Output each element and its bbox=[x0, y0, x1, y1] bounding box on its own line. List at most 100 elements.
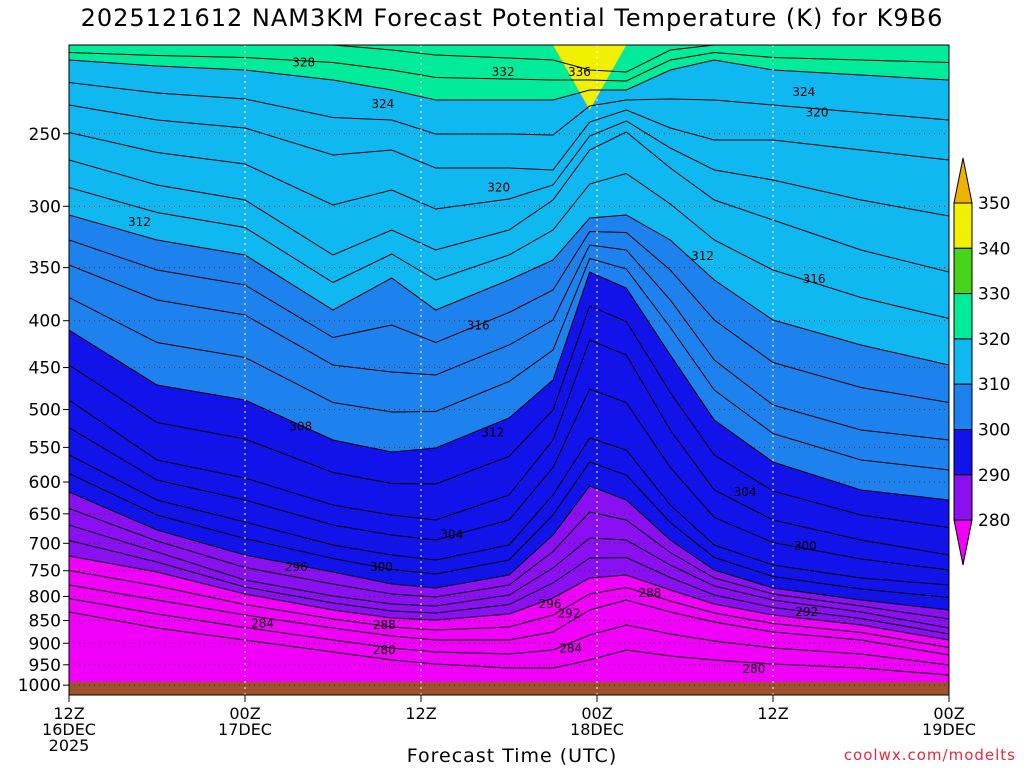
contour-label: 300 bbox=[370, 560, 393, 574]
plot-area bbox=[69, 45, 949, 695]
isentrope-line bbox=[69, 524, 949, 629]
isentrope-line bbox=[69, 271, 949, 501]
contour-label: 304 bbox=[734, 485, 757, 499]
contour-label: 324 bbox=[792, 85, 815, 99]
y-tick-label: 300 bbox=[29, 197, 61, 217]
x-tick-label: 17DEC bbox=[218, 720, 272, 739]
contour-label: 336 bbox=[568, 65, 591, 79]
x-tick-label: 16DEC bbox=[42, 720, 96, 739]
colorbar-label: 340 bbox=[978, 239, 1010, 259]
contour-label: 316 bbox=[803, 272, 826, 286]
contour-label: 292 bbox=[795, 605, 818, 619]
contour-label: 316 bbox=[467, 319, 490, 333]
x-tick-label: 12Z bbox=[53, 704, 84, 723]
contour-band bbox=[553, 45, 627, 110]
colorbar-label: 300 bbox=[978, 421, 1010, 441]
contour-label: 296 bbox=[539, 597, 562, 611]
contour-label: 320 bbox=[487, 180, 510, 194]
contour-label: 300 bbox=[794, 539, 817, 553]
isentrope-line bbox=[69, 437, 949, 586]
contour-label: 324 bbox=[371, 97, 394, 111]
colorbar-label: 350 bbox=[978, 194, 1010, 214]
contour-label: 332 bbox=[492, 65, 515, 79]
contour-label: 284 bbox=[559, 642, 582, 656]
y-tick-label: 350 bbox=[29, 259, 61, 279]
x-axis-title: Forecast Time (UTC) bbox=[406, 745, 618, 767]
y-tick-label: 1000 bbox=[18, 676, 61, 696]
isentrope-line bbox=[69, 461, 949, 598]
plot-frame bbox=[68, 44, 950, 696]
colorbar-bottom-arrow bbox=[953, 519, 973, 566]
contour-label: 304 bbox=[440, 528, 463, 542]
colorbar-segment bbox=[953, 429, 973, 476]
colorbar-top-arrow bbox=[953, 157, 973, 204]
contour-label: 320 bbox=[806, 106, 829, 120]
x-tick-label: 18DEC bbox=[570, 720, 624, 739]
contour-label: 312 bbox=[128, 215, 151, 229]
isentrope-line bbox=[69, 82, 949, 136]
contour-band bbox=[69, 45, 949, 100]
contour-label: 280 bbox=[742, 662, 765, 676]
contour-band bbox=[69, 45, 949, 72]
y-tick-label: 600 bbox=[29, 473, 61, 493]
colorbar-label: 280 bbox=[978, 511, 1010, 531]
x-tick-label: 19DEC bbox=[922, 720, 976, 739]
x-tick-label: 12Z bbox=[405, 704, 436, 723]
contour-label: 308 bbox=[289, 420, 312, 434]
contour-labels: 328 332 336 324 324 320 320 312 312 316 316 312 308 3… bbox=[128, 56, 829, 676]
contour-lines bbox=[69, 45, 949, 676]
isentrope-line bbox=[69, 120, 949, 217]
contour-label: 284 bbox=[251, 616, 274, 630]
isentrope-line bbox=[69, 598, 949, 666]
contour-label: 312 bbox=[691, 249, 714, 263]
credit-link[interactable]: coolwx.com/modelts bbox=[843, 746, 1016, 764]
isentrope-line bbox=[69, 59, 949, 101]
y-tick-label: 250 bbox=[29, 125, 61, 145]
isentrope-line bbox=[69, 244, 949, 441]
colorbar-segment bbox=[953, 293, 973, 340]
isentrope-line bbox=[69, 172, 949, 319]
colorbar-segment bbox=[953, 383, 973, 431]
colorbar-segment bbox=[953, 338, 973, 385]
x-tick-label: 00Z bbox=[229, 704, 260, 723]
y-tick-label: 400 bbox=[29, 312, 61, 332]
contour-label: 312 bbox=[481, 426, 504, 440]
colorbar: 350 340 330 320 310 300 290 280 bbox=[953, 157, 1010, 566]
x-tick-label: 00Z bbox=[581, 704, 612, 723]
contour-label: 292 bbox=[558, 606, 581, 620]
isentrope-line bbox=[69, 555, 949, 641]
y-axis-labels: 2503003504004505005506006507007508008509… bbox=[18, 125, 69, 696]
y-tick-label: 750 bbox=[29, 562, 61, 582]
colorbar-segment bbox=[953, 202, 973, 249]
isentrope-line bbox=[69, 45, 949, 73]
colorbar-segment bbox=[953, 474, 973, 521]
isentrope-line bbox=[69, 611, 949, 676]
y-tick-label: 650 bbox=[29, 505, 61, 525]
isentrope-line bbox=[69, 131, 949, 273]
x-tick-label: 12Z bbox=[757, 704, 788, 723]
isentrope-line bbox=[69, 305, 949, 528]
chart-title: 2025121612 NAM3KM Forecast Potential Tem… bbox=[80, 4, 944, 32]
y-tick-label: 700 bbox=[29, 534, 61, 554]
isentrope-line bbox=[69, 584, 949, 656]
grid-lines bbox=[69, 45, 949, 695]
isentrope-line bbox=[69, 104, 949, 171]
contour-label: 328 bbox=[292, 56, 315, 70]
contour-label: 288 bbox=[638, 586, 661, 600]
contour-bands bbox=[69, 45, 949, 675]
y-tick-label: 800 bbox=[29, 587, 61, 607]
contour-label: 280 bbox=[373, 643, 396, 657]
isentrope-line bbox=[69, 230, 949, 403]
isentrope-line bbox=[69, 339, 949, 556]
colorbar-label: 320 bbox=[978, 330, 1010, 350]
isentrope-line bbox=[69, 570, 949, 648]
isentrope-line bbox=[69, 485, 949, 611]
x-tick-label: 2025 bbox=[49, 736, 90, 755]
isentrope-line bbox=[69, 51, 949, 82]
y-tick-label: 900 bbox=[29, 634, 61, 654]
y-tick-label: 550 bbox=[29, 438, 61, 458]
colorbar-label: 330 bbox=[978, 285, 1010, 305]
isentrope-line bbox=[69, 508, 949, 620]
colorbar-label: 290 bbox=[978, 466, 1010, 486]
